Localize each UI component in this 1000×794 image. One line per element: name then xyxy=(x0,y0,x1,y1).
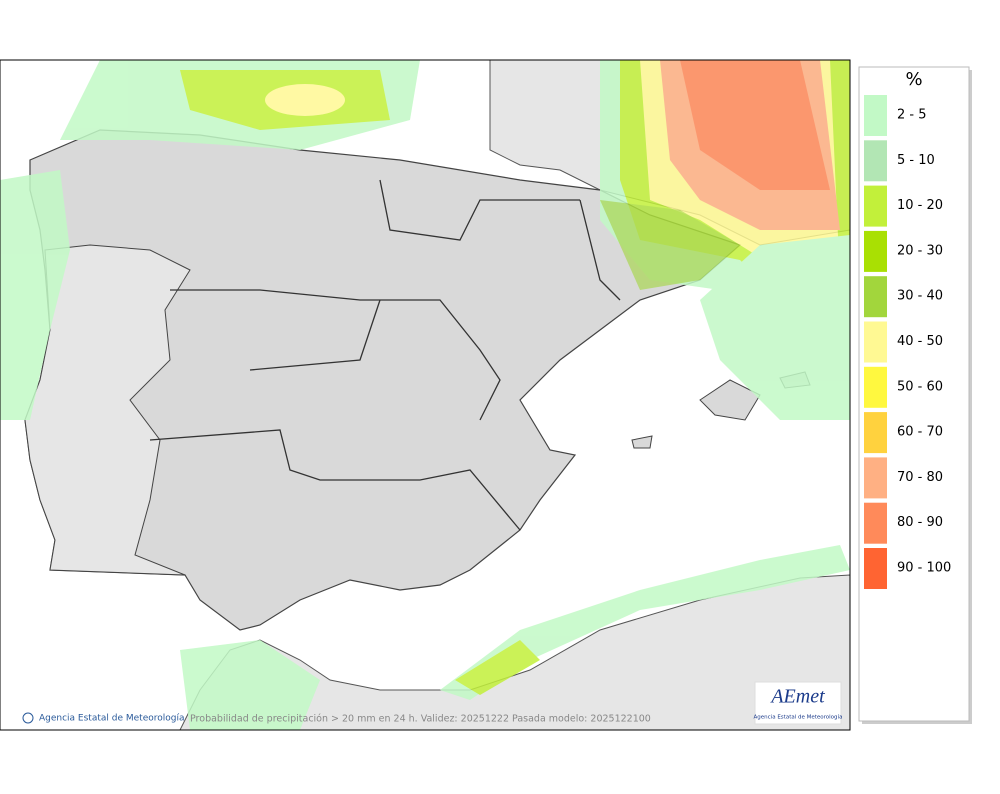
legend-label: 10 - 20 xyxy=(897,198,943,213)
legend-swatch xyxy=(864,548,887,589)
legend-swatch xyxy=(864,412,887,454)
legend-swatch xyxy=(864,185,887,227)
legend-swatch xyxy=(864,95,887,136)
legend-swatch xyxy=(864,321,887,363)
legend-swatch xyxy=(864,276,887,318)
agency-credit: Agencia Estatal de Meteorología xyxy=(39,714,185,724)
legend-label: 60 - 70 xyxy=(897,425,943,440)
logo-subtitle: Agencia Estatal de Meteorología xyxy=(754,714,843,721)
legend-swatch xyxy=(864,140,887,182)
legend-label: 20 - 30 xyxy=(897,243,943,258)
legend-swatch xyxy=(864,230,887,272)
legend-label: 50 - 60 xyxy=(897,379,943,394)
legend: 2 - 5 5 - 10 10 - 20 20 - 30 30 - 40 40 - 50 5… xyxy=(864,95,951,589)
legend-label: 40 - 50 xyxy=(897,334,943,349)
map-caption: Probabilidad de precipitación > 20 mm en… xyxy=(190,714,651,725)
legend-label: 5 - 10 xyxy=(897,153,935,168)
legend-label: 70 - 80 xyxy=(897,470,943,485)
legend-label: 30 - 40 xyxy=(897,289,943,304)
region-borders xyxy=(149,179,621,531)
legend-label: 2 - 5 xyxy=(897,108,927,123)
precipitation-field xyxy=(0,60,850,730)
map xyxy=(0,60,850,730)
legend-title: % xyxy=(905,69,922,90)
legend-label: 90 - 100 xyxy=(897,561,951,576)
legend-label: 80 - 90 xyxy=(897,515,943,530)
legend-swatch xyxy=(864,502,887,544)
legend-swatch xyxy=(864,457,887,499)
logo-name: AEmet xyxy=(769,686,825,708)
legend-swatch xyxy=(864,366,887,408)
logo-box xyxy=(754,681,842,725)
